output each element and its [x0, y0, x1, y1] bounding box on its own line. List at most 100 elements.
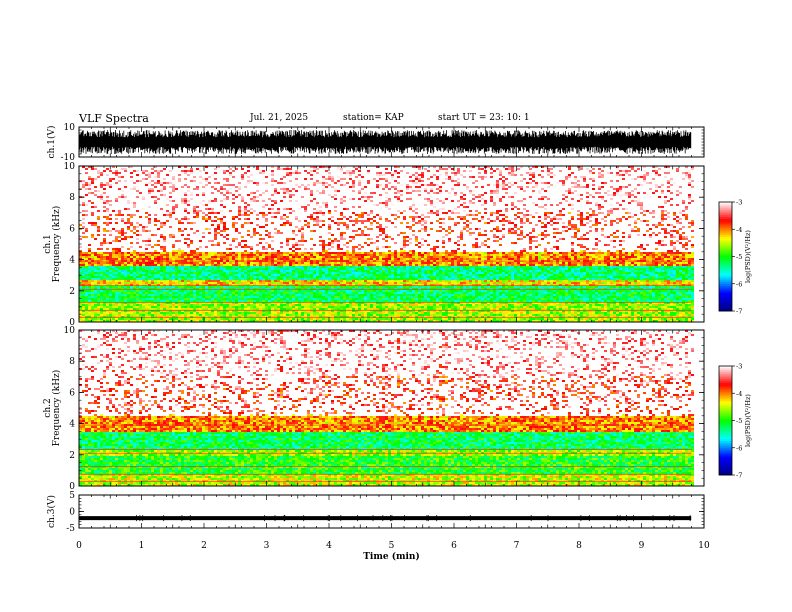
- spectrogram-cell: [325, 206, 328, 208]
- spectrogram-cell: [145, 300, 148, 302]
- spectrogram-cell: [343, 196, 346, 198]
- spectrogram-cell: [190, 308, 193, 310]
- spectrogram-cell: [334, 290, 337, 292]
- spectrogram-cell: [256, 276, 259, 278]
- spectrogram-cell: [220, 306, 223, 308]
- spectrogram-cell: [262, 320, 265, 322]
- spectrogram-cell: [238, 258, 241, 260]
- spectrogram-cell: [343, 280, 346, 282]
- spectrogram-cell: [118, 300, 121, 302]
- spectrogram-cell: [289, 290, 292, 292]
- spectrogram-cell: [316, 254, 319, 256]
- spectrogram-cell: [259, 278, 262, 280]
- spectrogram-cell: [304, 198, 307, 200]
- spectrogram-cell: [358, 166, 361, 168]
- spectrogram-cell: [172, 206, 175, 208]
- spectrogram-cell: [202, 236, 205, 238]
- spectrogram-cell: [172, 276, 175, 278]
- spectrogram-cell: [274, 320, 277, 322]
- spectrogram-cell: [172, 306, 175, 308]
- spectrogram-cell: [223, 258, 226, 260]
- spectrogram-cell: [139, 314, 142, 316]
- spectrogram-cell: [250, 312, 253, 314]
- spectrogram-cell: [343, 224, 346, 226]
- spectrogram-cell: [256, 194, 259, 196]
- spectrogram-cell: [310, 292, 313, 294]
- spectrogram-cell: [340, 268, 343, 270]
- spectrogram-cell: [355, 278, 358, 280]
- spectrogram-cell: [118, 320, 121, 322]
- spectrogram-cell: [94, 178, 97, 180]
- spectrogram-cell: [163, 254, 166, 256]
- spectrogram-cell: [304, 172, 307, 174]
- spectrogram-cell: [328, 178, 331, 180]
- spectrogram-cell: [355, 280, 358, 282]
- spectrogram-cell: [319, 258, 322, 260]
- spectrogram-cell: [298, 270, 301, 272]
- spectrogram-cell: [130, 310, 133, 312]
- spectrogram-cell: [151, 320, 154, 322]
- spectrogram-cell: [115, 252, 118, 254]
- spectrogram-cell: [367, 196, 370, 198]
- spectrogram-cell: [292, 308, 295, 310]
- spectrogram-cell: [115, 270, 118, 272]
- spectrogram-cell: [322, 304, 325, 306]
- spectrogram-cell: [229, 298, 232, 300]
- spectrogram-cell: [355, 192, 358, 194]
- spectrogram-cell: [298, 294, 301, 296]
- spectrogram-cell: [121, 302, 124, 304]
- spectrogram-cell: [100, 196, 103, 198]
- spectrogram-cell: [340, 308, 343, 310]
- spectrogram-cell: [223, 224, 226, 226]
- spectrogram-cell: [187, 282, 190, 284]
- spectrogram-cell: [85, 314, 88, 316]
- spectrogram-cell: [130, 280, 133, 282]
- spectrogram-cell: [337, 302, 340, 304]
- spectrogram-cell: [88, 320, 91, 322]
- spectrogram-cell: [163, 272, 166, 274]
- spectrogram-cell: [178, 270, 181, 272]
- spectrogram-cell: [283, 286, 286, 288]
- spectrogram-cell: [121, 262, 124, 264]
- spectrogram-cell: [304, 304, 307, 306]
- spectrogram-cell: [115, 202, 118, 204]
- spectrogram-cell: [106, 184, 109, 186]
- spectrogram-cell: [196, 294, 199, 296]
- spectrogram-cell: [157, 220, 160, 222]
- spectrogram-cell: [202, 178, 205, 180]
- spectrogram-cell: [229, 302, 232, 304]
- spectrogram-cell: [181, 294, 184, 296]
- spectrogram-cell: [313, 262, 316, 264]
- spectrogram-cell: [244, 290, 247, 292]
- spectrogram-cell: [142, 262, 145, 264]
- spectrogram-cell: [202, 306, 205, 308]
- spectrogram-cell: [127, 302, 130, 304]
- spectrogram-cell: [142, 304, 145, 306]
- spectrogram-cell: [289, 264, 292, 266]
- spectrogram-cell: [340, 188, 343, 190]
- spectrogram-cell: [187, 304, 190, 306]
- spectrogram-cell: [271, 256, 274, 258]
- spectrogram-cell: [124, 262, 127, 264]
- spectrogram-cell: [175, 306, 178, 308]
- spectrogram-cell: [241, 312, 244, 314]
- spectrogram-cell: [367, 170, 370, 172]
- spectrogram-cell: [217, 264, 220, 266]
- spectrogram-cell: [97, 308, 100, 310]
- spectrogram-cell: [364, 268, 367, 270]
- spectrogram-cell: [193, 264, 196, 266]
- spectrogram-cell: [325, 296, 328, 298]
- spectrogram-cell: [370, 252, 373, 254]
- spectrogram-cell: [316, 200, 319, 202]
- spectrogram-cell: [277, 252, 280, 254]
- spectrogram-cell: [148, 238, 151, 240]
- spectrogram-cell: [361, 216, 364, 218]
- spectrogram-cell: [85, 296, 88, 298]
- spectrogram-cell: [109, 310, 112, 312]
- spectrogram-cell: [109, 280, 112, 282]
- spectrogram-cell: [265, 274, 268, 276]
- spectrogram-cell: [256, 182, 259, 184]
- spectrogram-cell: [367, 296, 370, 298]
- spectrogram-cell: [241, 292, 244, 294]
- spectrogram-cell: [304, 220, 307, 222]
